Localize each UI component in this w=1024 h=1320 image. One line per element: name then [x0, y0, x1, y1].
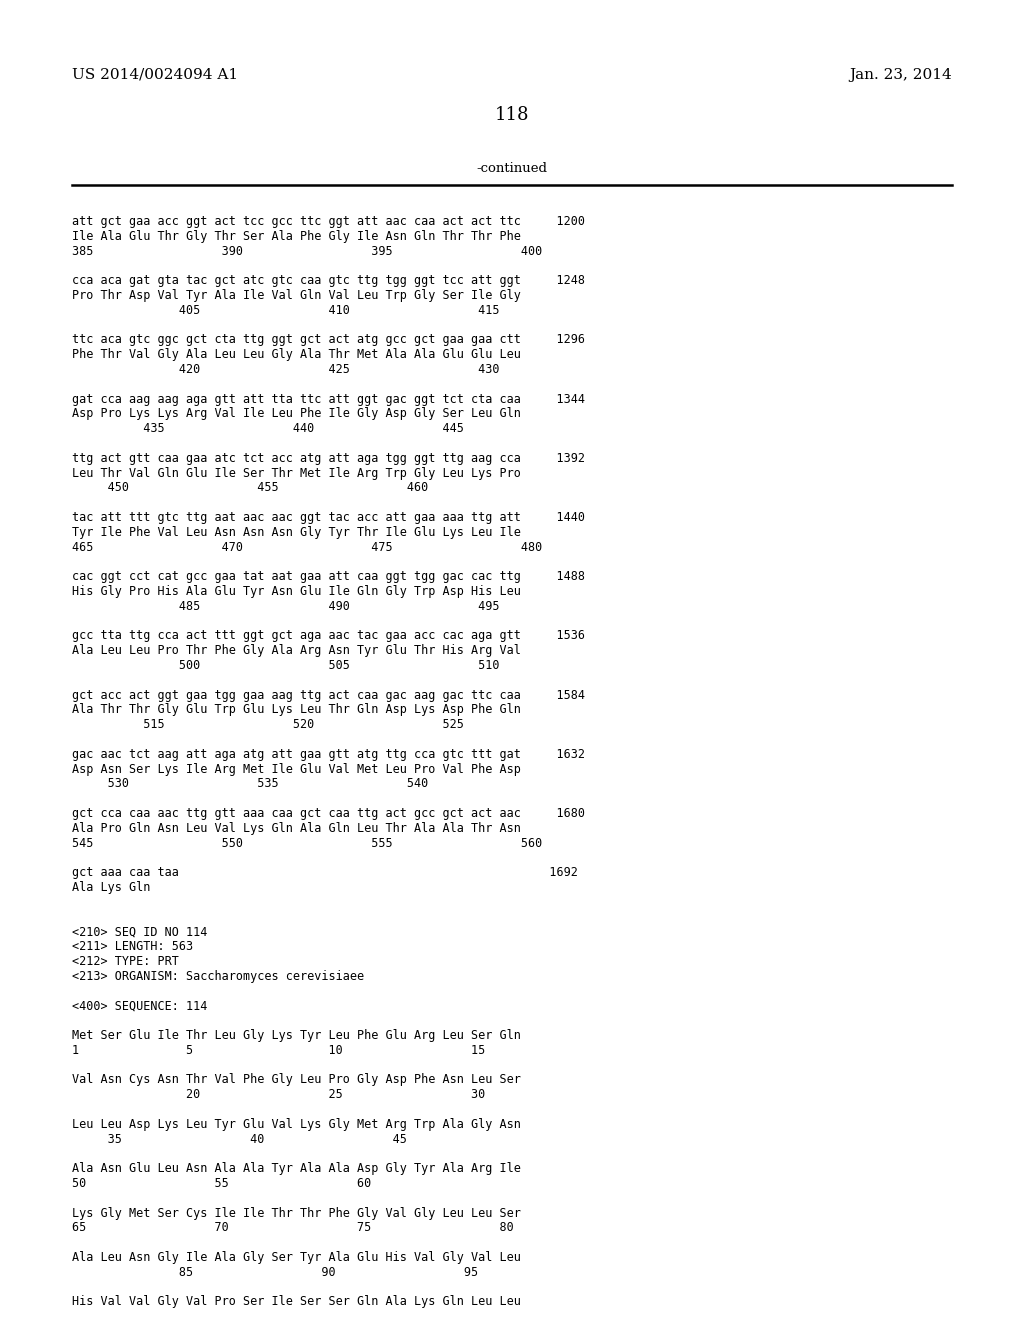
- Text: Ala Leu Asn Gly Ile Ala Gly Ser Tyr Ala Glu His Val Gly Val Leu: Ala Leu Asn Gly Ile Ala Gly Ser Tyr Ala …: [72, 1251, 521, 1265]
- Text: 65                  70                  75                  80: 65 70 75 80: [72, 1221, 514, 1234]
- Text: 435                  440                  445: 435 440 445: [72, 422, 464, 436]
- Text: 385                  390                  395                  400: 385 390 395 400: [72, 244, 543, 257]
- Text: 530                  535                  540: 530 535 540: [72, 777, 428, 791]
- Text: 465                  470                  475                  480: 465 470 475 480: [72, 541, 543, 553]
- Text: Phe Thr Val Gly Ala Leu Leu Gly Ala Thr Met Ala Ala Glu Glu Leu: Phe Thr Val Gly Ala Leu Leu Gly Ala Thr …: [72, 348, 521, 362]
- Text: gcc tta ttg cca act ttt ggt gct aga aac tac gaa acc cac aga gtt     1536: gcc tta ttg cca act ttt ggt gct aga aac …: [72, 630, 585, 643]
- Text: Asp Pro Lys Lys Arg Val Ile Leu Phe Ile Gly Asp Gly Ser Leu Gln: Asp Pro Lys Lys Arg Val Ile Leu Phe Ile …: [72, 408, 521, 420]
- Text: Ala Asn Glu Leu Asn Ala Ala Tyr Ala Ala Asp Gly Tyr Ala Arg Ile: Ala Asn Glu Leu Asn Ala Ala Tyr Ala Ala …: [72, 1162, 521, 1175]
- Text: Asp Asn Ser Lys Ile Arg Met Ile Glu Val Met Leu Pro Val Phe Asp: Asp Asn Ser Lys Ile Arg Met Ile Glu Val …: [72, 763, 521, 776]
- Text: Ile Ala Glu Thr Gly Thr Ser Ala Phe Gly Ile Asn Gln Thr Thr Phe: Ile Ala Glu Thr Gly Thr Ser Ala Phe Gly …: [72, 230, 521, 243]
- Text: Ala Pro Gln Asn Leu Val Lys Gln Ala Gln Leu Thr Ala Ala Thr Asn: Ala Pro Gln Asn Leu Val Lys Gln Ala Gln …: [72, 822, 521, 834]
- Text: 405                  410                  415: 405 410 415: [72, 304, 500, 317]
- Text: Lys Gly Met Ser Cys Ile Ile Thr Thr Phe Gly Val Gly Leu Leu Ser: Lys Gly Met Ser Cys Ile Ile Thr Thr Phe …: [72, 1206, 521, 1220]
- Text: 515                  520                  525: 515 520 525: [72, 718, 464, 731]
- Text: <400> SEQUENCE: 114: <400> SEQUENCE: 114: [72, 999, 208, 1012]
- Text: His Val Val Gly Val Pro Ser Ile Ser Ser Gln Ala Lys Gln Leu Leu: His Val Val Gly Val Pro Ser Ile Ser Ser …: [72, 1295, 521, 1308]
- Text: <212> TYPE: PRT: <212> TYPE: PRT: [72, 954, 179, 968]
- Text: <210> SEQ ID NO 114: <210> SEQ ID NO 114: [72, 925, 208, 939]
- Text: 85                  90                  95: 85 90 95: [72, 1266, 478, 1279]
- Text: Ala Thr Thr Gly Glu Trp Glu Lys Leu Thr Gln Asp Lys Asp Phe Gln: Ala Thr Thr Gly Glu Trp Glu Lys Leu Thr …: [72, 704, 521, 717]
- Text: gat cca aag aag aga gtt att tta ttc att ggt gac ggt tct cta caa     1344: gat cca aag aag aga gtt att tta ttc att …: [72, 392, 585, 405]
- Text: ttc aca gtc ggc gct cta ttg ggt gct act atg gcc gct gaa gaa ctt     1296: ttc aca gtc ggc gct cta ttg ggt gct act …: [72, 334, 585, 346]
- Text: cac ggt cct cat gcc gaa tat aat gaa att caa ggt tgg gac cac ttg     1488: cac ggt cct cat gcc gaa tat aat gaa att …: [72, 570, 585, 583]
- Text: Pro Thr Asp Val Tyr Ala Ile Val Gln Val Leu Trp Gly Ser Ile Gly: Pro Thr Asp Val Tyr Ala Ile Val Gln Val …: [72, 289, 521, 302]
- Text: Leu Leu Asp Lys Leu Tyr Glu Val Lys Gly Met Arg Trp Ala Gly Asn: Leu Leu Asp Lys Leu Tyr Glu Val Lys Gly …: [72, 1118, 521, 1131]
- Text: Val Asn Cys Asn Thr Val Phe Gly Leu Pro Gly Asp Phe Asn Leu Ser: Val Asn Cys Asn Thr Val Phe Gly Leu Pro …: [72, 1073, 521, 1086]
- Text: att gct gaa acc ggt act tcc gcc ttc ggt att aac caa act act ttc     1200: att gct gaa acc ggt act tcc gcc ttc ggt …: [72, 215, 585, 228]
- Text: -continued: -continued: [476, 161, 548, 174]
- Text: 420                  425                  430: 420 425 430: [72, 363, 500, 376]
- Text: tac att ttt gtc ttg aat aac aac ggt tac acc att gaa aaa ttg att     1440: tac att ttt gtc ttg aat aac aac ggt tac …: [72, 511, 585, 524]
- Text: <213> ORGANISM: Saccharomyces cerevisiaee: <213> ORGANISM: Saccharomyces cerevisiae…: [72, 970, 365, 983]
- Text: <211> LENGTH: 563: <211> LENGTH: 563: [72, 940, 194, 953]
- Text: His Gly Pro His Ala Glu Tyr Asn Glu Ile Gln Gly Trp Asp His Leu: His Gly Pro His Ala Glu Tyr Asn Glu Ile …: [72, 585, 521, 598]
- Text: gct cca caa aac ttg gtt aaa caa gct caa ttg act gcc gct act aac     1680: gct cca caa aac ttg gtt aaa caa gct caa …: [72, 807, 585, 820]
- Text: US 2014/0024094 A1: US 2014/0024094 A1: [72, 69, 239, 82]
- Text: ttg act gtt caa gaa atc tct acc atg att aga tgg ggt ttg aag cca     1392: ttg act gtt caa gaa atc tct acc atg att …: [72, 451, 585, 465]
- Text: gac aac tct aag att aga atg att gaa gtt atg ttg cca gtc ttt gat     1632: gac aac tct aag att aga atg att gaa gtt …: [72, 748, 585, 760]
- Text: cca aca gat gta tac gct atc gtc caa gtc ttg tgg ggt tcc att ggt     1248: cca aca gat gta tac gct atc gtc caa gtc …: [72, 275, 585, 288]
- Text: gct aaa caa taa                                                    1692: gct aaa caa taa 1692: [72, 866, 578, 879]
- Text: 50                  55                  60: 50 55 60: [72, 1177, 372, 1191]
- Text: Tyr Ile Phe Val Leu Asn Asn Asn Gly Tyr Thr Ile Glu Lys Leu Ile: Tyr Ile Phe Val Leu Asn Asn Asn Gly Tyr …: [72, 525, 521, 539]
- Text: 500                  505                  510: 500 505 510: [72, 659, 500, 672]
- Text: Ala Lys Gln: Ala Lys Gln: [72, 880, 151, 894]
- Text: Leu Thr Val Gln Glu Ile Ser Thr Met Ile Arg Trp Gly Leu Lys Pro: Leu Thr Val Gln Glu Ile Ser Thr Met Ile …: [72, 466, 521, 479]
- Text: Ala Leu Leu Pro Thr Phe Gly Ala Arg Asn Tyr Glu Thr His Arg Val: Ala Leu Leu Pro Thr Phe Gly Ala Arg Asn …: [72, 644, 521, 657]
- Text: 485                  490                  495: 485 490 495: [72, 599, 500, 612]
- Text: gct acc act ggt gaa tgg gaa aag ttg act caa gac aag gac ttc caa     1584: gct acc act ggt gaa tgg gaa aag ttg act …: [72, 689, 585, 702]
- Text: Met Ser Glu Ile Thr Leu Gly Lys Tyr Leu Phe Glu Arg Leu Ser Gln: Met Ser Glu Ile Thr Leu Gly Lys Tyr Leu …: [72, 1030, 521, 1041]
- Text: 1               5                   10                  15: 1 5 10 15: [72, 1044, 485, 1057]
- Text: 35                  40                  45: 35 40 45: [72, 1133, 407, 1146]
- Text: 118: 118: [495, 106, 529, 124]
- Text: 20                  25                  30: 20 25 30: [72, 1088, 485, 1101]
- Text: 450                  455                  460: 450 455 460: [72, 482, 428, 495]
- Text: 545                  550                  555                  560: 545 550 555 560: [72, 837, 543, 850]
- Text: Jan. 23, 2014: Jan. 23, 2014: [849, 69, 952, 82]
